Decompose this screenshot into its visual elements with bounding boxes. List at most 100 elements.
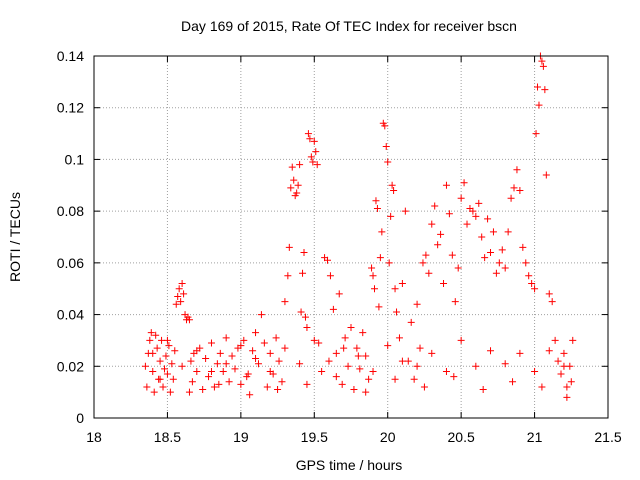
data-point bbox=[275, 357, 283, 365]
data-point bbox=[175, 285, 183, 293]
data-point bbox=[240, 336, 248, 344]
data-point bbox=[178, 362, 186, 370]
data-point bbox=[180, 290, 188, 298]
data-point bbox=[207, 367, 215, 375]
data-point bbox=[168, 360, 176, 368]
data-point bbox=[451, 298, 459, 306]
data-point bbox=[281, 298, 289, 306]
data-point bbox=[340, 344, 348, 352]
data-point bbox=[528, 280, 536, 288]
x-axis-label: GPS time / hours bbox=[296, 457, 403, 473]
data-point bbox=[442, 367, 450, 375]
data-point bbox=[304, 130, 312, 138]
data-point bbox=[169, 375, 177, 383]
data-point bbox=[312, 148, 320, 156]
data-point bbox=[460, 179, 468, 187]
data-point bbox=[373, 205, 381, 213]
data-point bbox=[329, 305, 337, 313]
data-point bbox=[303, 324, 311, 331]
data-point bbox=[545, 347, 553, 355]
data-point bbox=[516, 349, 524, 357]
data-point bbox=[171, 347, 179, 355]
data-point bbox=[149, 367, 157, 375]
y-axis-ticks: 0 0.02 0.04 0.06 0.08 0.1 0.12 0.14 bbox=[57, 48, 608, 426]
data-point bbox=[507, 194, 515, 202]
data-point bbox=[548, 298, 556, 306]
data-point bbox=[569, 336, 577, 344]
data-point bbox=[369, 367, 377, 375]
data-point bbox=[326, 272, 334, 280]
data-point bbox=[222, 334, 230, 342]
data-point bbox=[163, 370, 171, 378]
data-point bbox=[370, 285, 378, 293]
data-point bbox=[162, 352, 170, 360]
data-point bbox=[225, 378, 233, 386]
grid-lines bbox=[94, 56, 608, 418]
data-point bbox=[174, 292, 182, 300]
data-point bbox=[484, 215, 492, 223]
data-point bbox=[193, 367, 201, 375]
data-point bbox=[266, 367, 274, 375]
data-point bbox=[307, 153, 315, 161]
data-point bbox=[287, 184, 295, 192]
data-point bbox=[156, 357, 164, 365]
data-point bbox=[487, 249, 495, 257]
data-point bbox=[563, 383, 571, 391]
data-point bbox=[369, 272, 377, 280]
data-point bbox=[149, 349, 157, 357]
chart-title: Day 169 of 2015, Rate Of TEC Index for r… bbox=[181, 18, 517, 34]
data-point bbox=[237, 380, 245, 388]
data-point bbox=[457, 336, 465, 344]
data-point bbox=[434, 241, 442, 249]
data-point bbox=[153, 344, 161, 352]
data-point bbox=[538, 383, 546, 391]
data-point bbox=[297, 308, 305, 316]
data-point bbox=[384, 342, 392, 350]
data-point bbox=[274, 386, 282, 394]
data-point bbox=[293, 189, 301, 197]
data-point bbox=[539, 62, 547, 70]
x-tick-label: 18 bbox=[86, 429, 102, 445]
data-point bbox=[362, 388, 370, 396]
data-point bbox=[347, 324, 355, 331]
data-point bbox=[310, 137, 318, 145]
data-point bbox=[219, 367, 227, 375]
data-point bbox=[463, 220, 471, 228]
x-tick-label: 18.5 bbox=[154, 429, 181, 445]
data-point bbox=[509, 378, 517, 386]
data-point bbox=[428, 349, 436, 357]
data-point bbox=[551, 336, 559, 344]
data-point bbox=[309, 158, 317, 166]
data-point bbox=[454, 264, 462, 272]
data-point bbox=[557, 370, 565, 378]
data-point bbox=[437, 230, 445, 238]
data-point bbox=[413, 300, 421, 308]
data-point bbox=[306, 135, 314, 143]
data-point bbox=[146, 336, 154, 344]
x-tick-label: 21.5 bbox=[594, 429, 621, 445]
data-point bbox=[158, 336, 166, 344]
data-point bbox=[185, 388, 193, 396]
data-point bbox=[365, 375, 373, 383]
data-point bbox=[504, 228, 512, 236]
data-point bbox=[513, 166, 521, 174]
data-point bbox=[359, 329, 367, 337]
data-point bbox=[384, 158, 392, 166]
x-tick-label: 20 bbox=[380, 429, 396, 445]
data-point bbox=[257, 311, 265, 319]
data-point bbox=[296, 360, 304, 368]
data-point bbox=[534, 83, 542, 91]
y-tick-label: 0.02 bbox=[57, 358, 84, 374]
data-point bbox=[531, 285, 539, 293]
data-point bbox=[457, 194, 465, 202]
data-point bbox=[545, 290, 553, 298]
y-tick-label: 0.08 bbox=[57, 203, 84, 219]
data-point bbox=[350, 386, 358, 394]
data-point bbox=[285, 243, 293, 251]
data-point bbox=[325, 357, 333, 365]
data-point bbox=[187, 357, 195, 365]
data-point bbox=[541, 86, 549, 94]
data-point bbox=[310, 336, 318, 344]
y-tick-label: 0 bbox=[76, 410, 84, 426]
